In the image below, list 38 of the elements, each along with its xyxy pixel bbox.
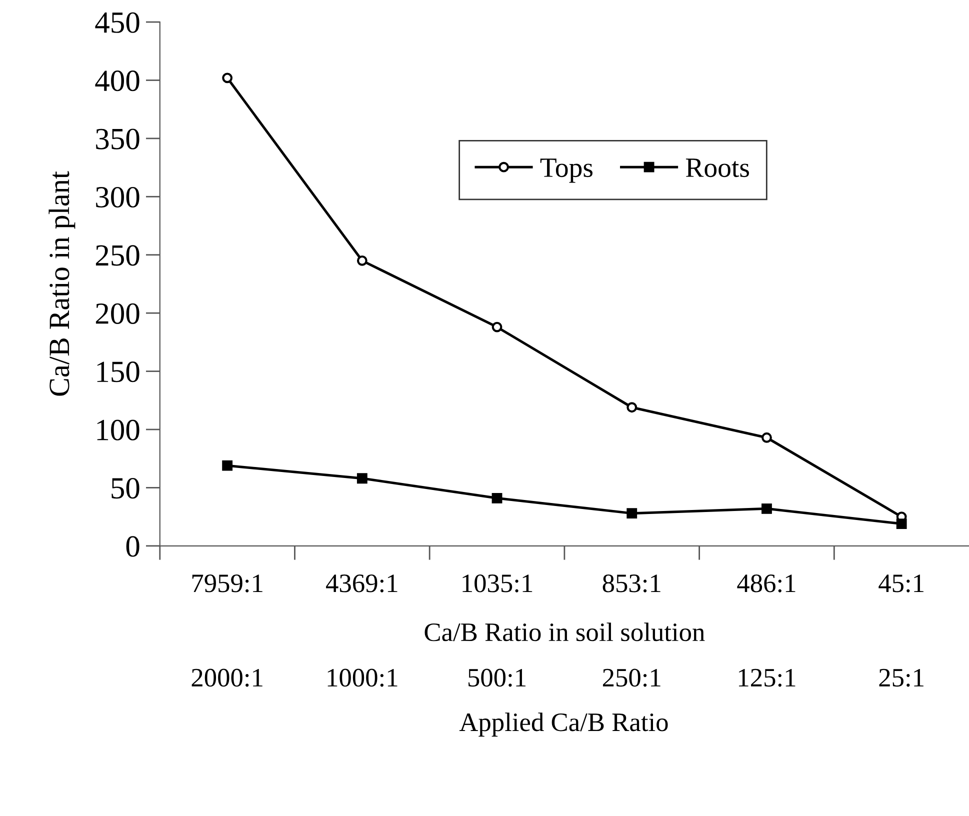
point	[626, 402, 638, 413]
text: 125:1	[738, 668, 796, 687]
text: 250:1	[602, 668, 660, 687]
y-tick-label: 400	[95, 70, 140, 92]
point	[762, 503, 772, 514]
y-tick-label: 200	[96, 303, 140, 324]
point	[356, 473, 368, 484]
point	[222, 460, 233, 471]
point	[626, 508, 638, 519]
y-tick-label: 450	[95, 12, 140, 33]
y-tick-label: 50	[112, 478, 140, 499]
y-tick-label: 250	[96, 245, 140, 266]
y-tick-label: 100	[97, 420, 140, 440]
point	[492, 322, 502, 332]
y-axis-title: Ca/B Ratio in plant	[48, 171, 76, 396]
point	[762, 432, 772, 443]
text: 1000:1	[328, 668, 398, 687]
text: 500:1	[468, 668, 526, 687]
x-axis-title: Ca/B Ratio in soil solution	[424, 622, 705, 642]
x-tick-label: 45:1	[878, 574, 924, 592]
text: 2000:1	[192, 668, 262, 687]
y-tick-label: 0	[126, 536, 140, 557]
y-tick-label: 150	[97, 362, 140, 382]
x-tick-label: 853:1	[602, 574, 660, 592]
x-tick-label: 486:1	[737, 574, 796, 592]
point	[896, 518, 907, 529]
y-tick-label: 350	[96, 128, 140, 150]
point	[492, 492, 502, 504]
x-tick-label: 7959:1	[192, 574, 262, 592]
x-tick-label: 1035:1	[462, 574, 532, 592]
x-tick-label: 4369:1	[326, 574, 398, 592]
legend-label: Tops	[540, 158, 592, 183]
point	[356, 255, 368, 266]
legend-label: Roots	[686, 158, 749, 178]
text: 25:1	[879, 668, 924, 687]
text: Applied Ca/B Ratio	[459, 712, 668, 737]
y-tick-label: 300	[96, 186, 140, 208]
point	[222, 72, 233, 84]
